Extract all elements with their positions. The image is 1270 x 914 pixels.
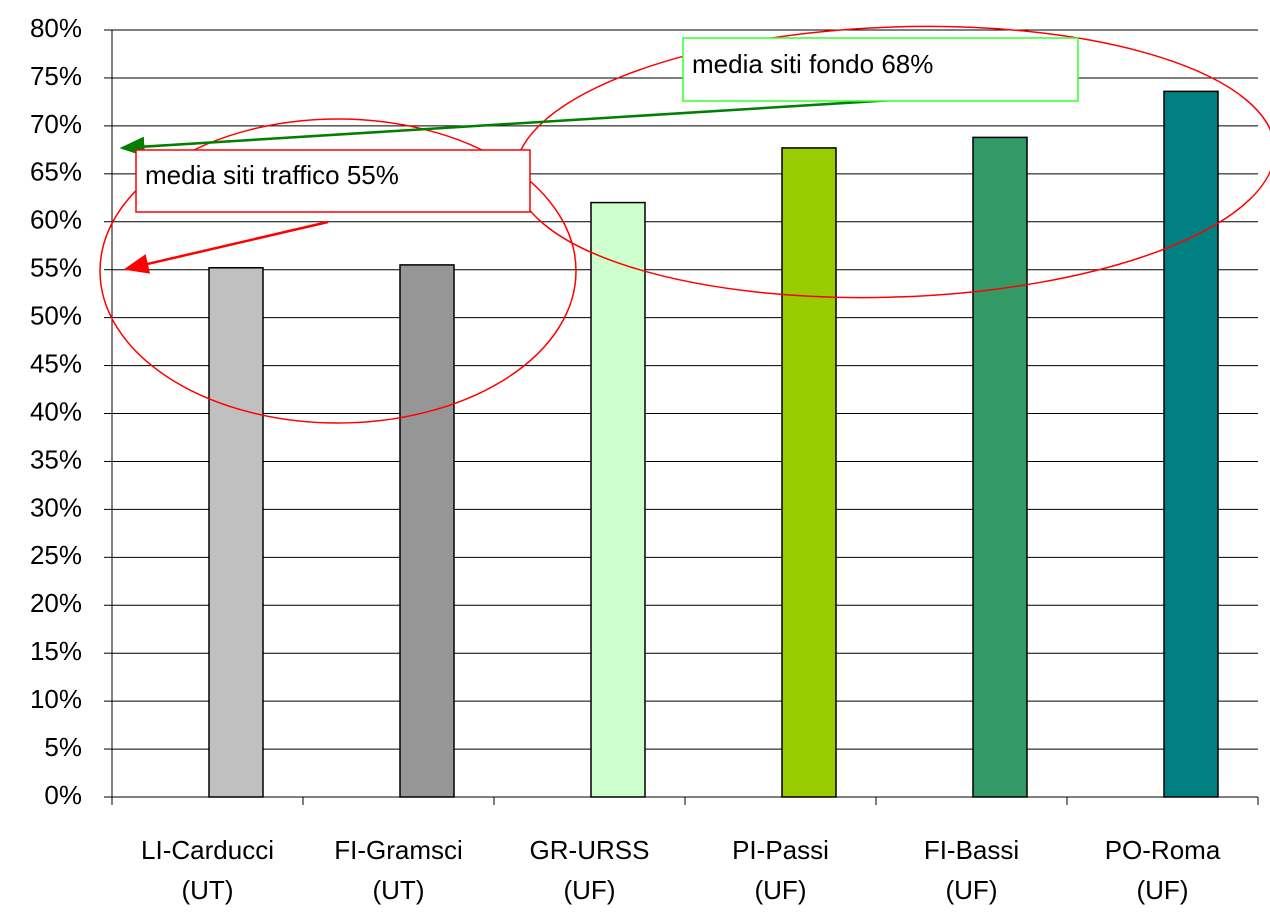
y-tick-label: 50% <box>30 301 82 331</box>
y-tick-label: 15% <box>30 636 82 666</box>
annotation-box <box>135 149 531 213</box>
x-tick-label: PI-Passi <box>732 835 829 865</box>
y-tick-label: 25% <box>30 540 82 570</box>
annotation-box <box>682 37 1079 102</box>
arrow <box>123 220 329 274</box>
y-tick-label: 65% <box>30 157 82 187</box>
annotation: media siti fondo 68% <box>692 49 933 79</box>
x-tick-label: (UT) <box>182 875 234 905</box>
y-tick-label: 75% <box>30 61 82 91</box>
arrow <box>119 98 894 157</box>
bar <box>1163 90 1219 798</box>
y-tick-label: 10% <box>30 684 82 714</box>
x-tick-label: GR-URSS <box>530 835 650 865</box>
y-tick-label: 70% <box>30 109 82 139</box>
x-tick-label: (UF) <box>564 875 616 905</box>
y-tick-label: 5% <box>44 732 82 762</box>
x-tick-label: PO-Roma <box>1105 835 1221 865</box>
x-tick-label: (UF) <box>1137 875 1189 905</box>
x-tick-label: FI-Gramsci <box>334 835 463 865</box>
y-tick-label: 60% <box>30 205 82 235</box>
y-tick-label: 40% <box>30 396 82 426</box>
y-tick-label: 45% <box>30 348 82 378</box>
bar <box>781 147 837 798</box>
y-tick-label: 35% <box>30 444 82 474</box>
y-tick-label: 80% <box>30 13 82 43</box>
x-tick-label: (UF) <box>946 875 998 905</box>
x-tick-label: FI-Bassi <box>924 835 1019 865</box>
bar <box>972 136 1028 798</box>
y-tick-label: 30% <box>30 492 82 522</box>
bar <box>208 267 264 798</box>
y-tick-label: 55% <box>30 253 82 283</box>
annotations: media siti fondo 68% media siti traffico… <box>99 25 1270 424</box>
bar <box>399 264 455 798</box>
x-tick-label: LI-Carducci <box>141 835 274 865</box>
x-tick-label: (UF) <box>755 875 807 905</box>
y-tick-label: 20% <box>30 588 82 618</box>
bar <box>590 201 646 798</box>
annotation: media siti traffico 55% <box>145 160 399 190</box>
x-tick-label: (UT) <box>373 875 425 905</box>
plot-area: 0% 5% 10% 15% 20% 25% 30% 35% 40% 45% 50% 55% 60% 65%… <box>30 13 1259 905</box>
ellipse <box>99 118 577 424</box>
y-tick-label: 0% <box>44 780 82 810</box>
